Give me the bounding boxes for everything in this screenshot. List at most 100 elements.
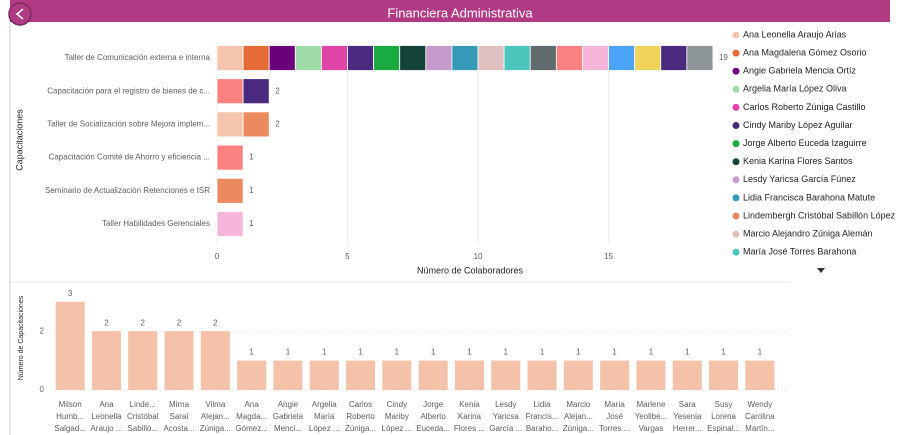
x-tick-label: Milson [59,400,82,409]
x-tick-label: Lorena [711,412,736,421]
bar-segment [216,111,244,138]
x-tick-label: Wendy [747,400,772,409]
x-tick-label: Carolina [745,412,775,421]
y-tick-label: 0 [40,385,45,394]
legend-label: Jorge Alberto Euceda Izaguirre [743,138,867,148]
bar-segment [582,45,609,71]
x-tick-label: María [314,412,335,421]
data-label: 1 [576,348,581,357]
bar [164,331,194,390]
bar-segment [268,45,296,71]
bar-segment [242,78,270,105]
x-tick-label: Yeolibe... [635,412,668,421]
x-tick-label: Martín... [745,424,774,433]
legend-label: María José Torres Barahona [743,247,856,257]
data-label: 1 [540,348,545,357]
x-tick-label: Sara [679,400,696,409]
x-tick-label: María [604,400,625,409]
bar-segment [294,45,322,71]
bar-segment [686,45,714,71]
bar-segment [477,45,505,71]
legend-swatch [732,49,740,57]
legend-label: Cindy Mariby López Aguilar [743,120,853,130]
x-tick-label: Herrer... [673,424,702,433]
y-tick-label: 2 [40,326,45,335]
x-tick-label: Cindy [387,400,407,409]
data-label: 1 [249,348,254,357]
bar [636,360,666,390]
legend-swatch [732,103,740,111]
bar-segment [216,144,244,171]
x-tick-label: Mariby [385,412,409,421]
bar [527,360,557,390]
bar [200,331,230,390]
x-tick-label: Ana [245,400,260,409]
x-tick-label: Zúniga... [200,424,231,433]
legend-swatch [732,140,740,148]
data-label: 1 [721,348,726,357]
y-tick-label: Taller de Socialización sobre Mejora imp… [47,120,210,129]
bar-segment [529,45,557,71]
bar [600,360,630,390]
y-tick-label: Taller Habilidades Gerenciales [102,219,210,228]
bar-segment [373,45,401,71]
x-tick-label: Alberto [420,412,446,421]
x-tick-label: Lesdy [495,400,516,409]
x-tick-label: Leonella [91,412,122,421]
bar-segment [503,45,531,71]
legend-label: Marcio Alejandro Zúniga Alemán [743,228,873,238]
total-label: 2 [275,86,280,95]
bar [128,331,158,390]
x-tick-label: Alejan... [201,412,230,421]
x-tick-label: Linde... [130,400,156,409]
x-tick-label: Francis... [526,412,559,421]
x-tick-label: Mirna [169,400,190,409]
data-label: 2 [141,318,146,327]
bar [491,360,521,390]
data-label: 2 [177,318,182,327]
legend-label: Angie Gabriela Mencia Ortíz [743,66,857,76]
back-arrow [15,8,24,20]
bar [273,360,303,390]
x-tick-label: Magda... [236,412,267,421]
x-tick-label: Araujo ... [90,424,122,433]
data-label: 1 [322,348,327,357]
bar-segment [399,45,427,71]
total-label: 1 [249,219,254,228]
bar-segment [242,111,270,138]
legend-swatch [732,158,740,166]
x-axis-title: Número de Colaboradores [417,265,524,275]
data-label: 2 [213,318,218,327]
x-tick-label: Vargas [639,424,664,433]
x-tick-label: Kenia [459,400,480,409]
total-label: 1 [249,153,254,162]
x-tick-label: Lidia [534,400,551,409]
bar-segment [242,45,270,71]
legend-swatch [732,194,740,202]
bar-segment [216,45,244,71]
x-tick-label: Carlos [349,400,372,409]
legend-scroll[interactable] [817,268,825,273]
legend-swatch [732,230,740,238]
x-tick-label: Acosta... [163,424,194,433]
x-tick-label: Salgad... [54,424,86,433]
x-tick-label: Saraí [169,412,189,421]
data-label: 3 [68,289,73,298]
back-button[interactable] [8,2,32,26]
bar-segment [451,45,479,71]
x-tick-label: 15 [604,252,613,261]
x-tick-label: Flores ... [454,424,485,433]
x-tick-label: Zúniga... [563,424,594,433]
data-label: 2 [104,318,109,327]
data-label: 1 [612,348,617,357]
x-tick-label: Roberto [346,412,375,421]
legend-label: Lindembergh Cristóbal Sabillón López [743,210,896,220]
x-tick-label: Euceda... [416,424,450,433]
bar-segment [660,45,688,71]
data-label: 1 [649,348,654,357]
total-label: 2 [275,120,280,129]
x-tick-label: Ana [99,400,114,409]
x-tick-label: Cristóbal [127,412,159,421]
y-tick-label: Taller de Comunicación externa e interna [65,53,211,62]
